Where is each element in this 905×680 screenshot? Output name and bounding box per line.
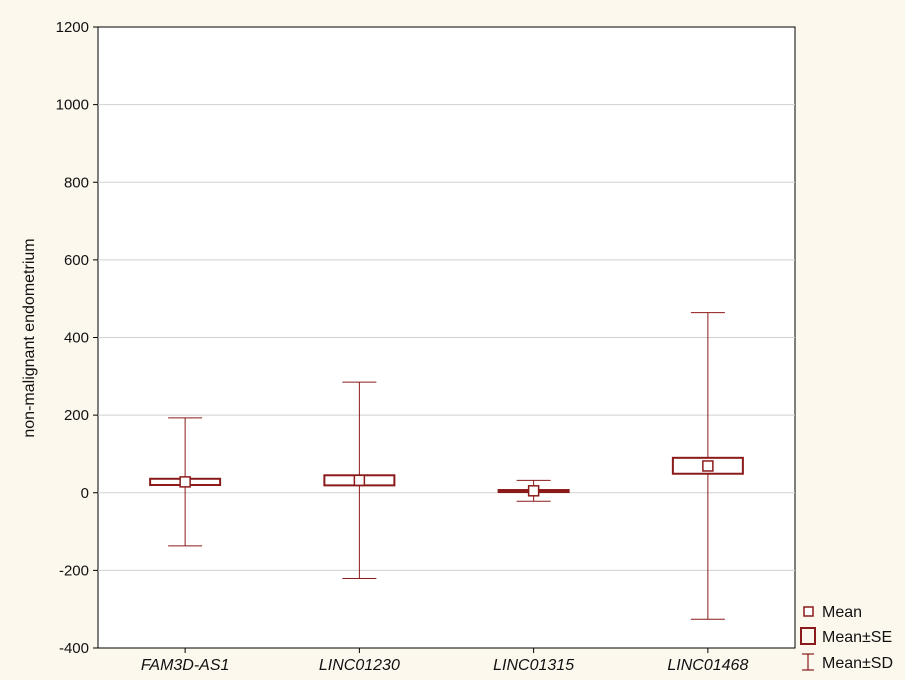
legend-label: Mean±SD (822, 655, 893, 672)
legend: Mean Mean±SE Mean±SD (800, 604, 893, 672)
legend-item-mean: Mean (803, 604, 862, 621)
x-tick-label: LINC01230 (319, 657, 400, 674)
series (149, 312, 744, 620)
grid (98, 104, 795, 571)
y-tick-label: 1000 (56, 97, 89, 114)
mean-marker (179, 476, 191, 488)
x-tick-label: LINC01315 (493, 657, 574, 674)
box-linc01315 (497, 479, 570, 502)
y-tick-label: 1200 (56, 19, 89, 36)
box-linc01468 (671, 312, 744, 620)
box-fam3d-as1 (149, 417, 222, 547)
y-tick-label: 200 (64, 407, 89, 424)
y-tick-label: -200 (59, 562, 89, 579)
y-axis-title: non-malignant endometrium (21, 238, 38, 437)
legend-item-sd: Mean±SD (802, 653, 893, 672)
se-box (671, 456, 744, 475)
y-tick-label: -400 (59, 640, 89, 657)
mean-marker (353, 474, 366, 487)
y-axis: -400 -200 0 200 400 600 800 1000 1200 (56, 19, 98, 657)
legend-mean-icon (803, 606, 814, 617)
y-tick-label: 400 (64, 330, 89, 347)
y-tick-label: 0 (81, 485, 89, 502)
mean-marker (527, 485, 540, 497)
legend-label: Mean±SE (822, 629, 892, 646)
legend-item-se: Mean±SE (800, 627, 892, 646)
box-linc01230 (323, 381, 396, 580)
y-tick-label: 800 (64, 174, 89, 191)
x-axis: FAM3D-AS1 LINC01230 LINC01315 LINC01468 (141, 648, 748, 674)
x-tick-label: LINC01468 (667, 657, 748, 674)
legend-se-icon (800, 627, 816, 645)
legend-label: Mean (822, 604, 862, 621)
mean-marker (702, 460, 714, 472)
y-tick-label: 600 (64, 252, 89, 269)
x-tick-label: FAM3D-AS1 (141, 657, 230, 674)
